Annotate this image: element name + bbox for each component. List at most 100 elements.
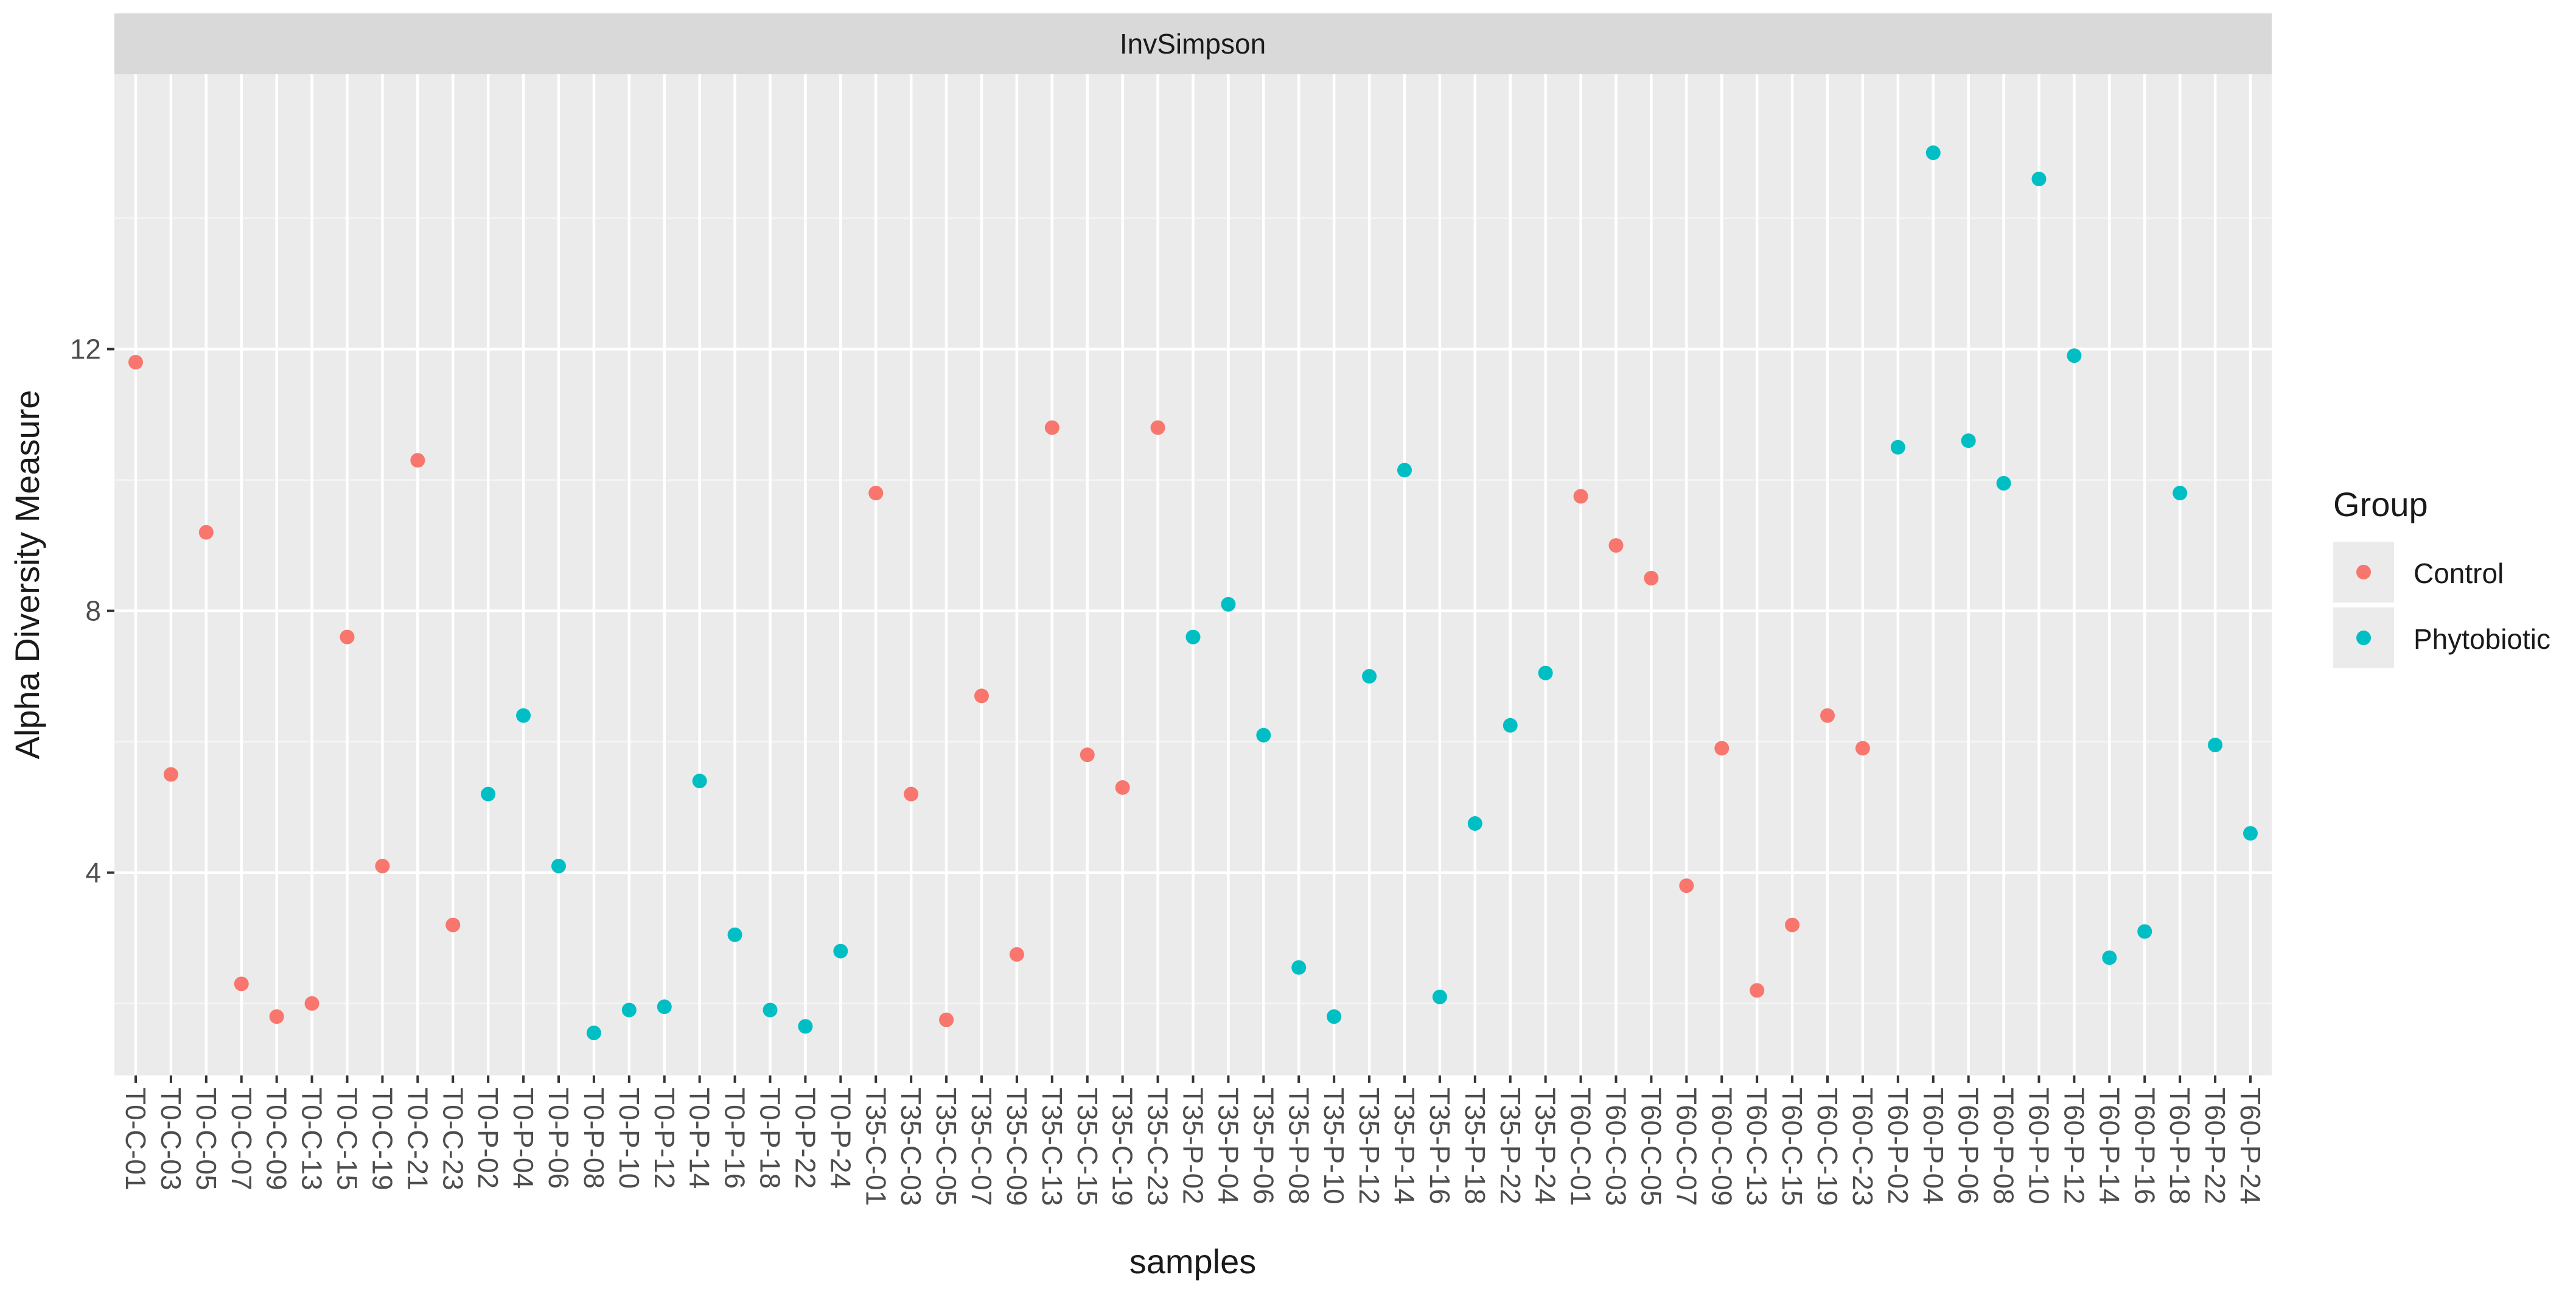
data-point-phytobiotic bbox=[1397, 463, 1412, 478]
data-points bbox=[128, 145, 2258, 1041]
data-point-phytobiotic bbox=[481, 786, 496, 802]
x-tick-label: T35-P-06 bbox=[1248, 1088, 1279, 1204]
data-point-phytobiotic bbox=[1432, 989, 1447, 1004]
data-point-phytobiotic bbox=[586, 1026, 601, 1041]
y-tick-label: 4 bbox=[85, 857, 101, 889]
x-tick-label: T35-C-15 bbox=[1072, 1088, 1103, 1206]
x-tick-label: T60-P-22 bbox=[2199, 1088, 2231, 1204]
data-point-control bbox=[445, 917, 461, 932]
x-tick-label: T0-C-03 bbox=[155, 1088, 187, 1190]
x-tick-label: T60-C-03 bbox=[1600, 1088, 1632, 1206]
x-tick-label: T0-C-19 bbox=[366, 1088, 398, 1190]
data-point-phytobiotic bbox=[1362, 669, 1377, 684]
y-axis-ticks: 4 8 12 bbox=[70, 334, 114, 889]
data-point-control bbox=[340, 629, 355, 645]
x-tick-label: T0-C-21 bbox=[402, 1088, 433, 1190]
x-tick-label: T60-P-24 bbox=[2235, 1088, 2266, 1204]
data-point-phytobiotic bbox=[1890, 439, 1905, 455]
x-tick-label: T35-P-22 bbox=[1495, 1088, 1526, 1204]
x-tick-label: T0-P-02 bbox=[472, 1088, 504, 1189]
x-tick-label: T0-P-08 bbox=[578, 1088, 610, 1189]
data-point-phytobiotic bbox=[1291, 960, 1307, 975]
x-tick-label: T60-C-13 bbox=[1741, 1088, 1773, 1206]
data-point-control bbox=[1573, 489, 1588, 504]
data-point-control bbox=[375, 858, 390, 873]
x-tick-label: T0-P-18 bbox=[755, 1088, 786, 1189]
x-tick-label: T60-P-18 bbox=[2164, 1088, 2196, 1204]
x-tick-label: T60-P-14 bbox=[2093, 1088, 2125, 1204]
legend-dot-control bbox=[2356, 565, 2371, 579]
x-tick-label: T0-C-13 bbox=[296, 1088, 328, 1190]
y-tick-label: 8 bbox=[85, 595, 101, 627]
data-point-phytobiotic bbox=[798, 1019, 813, 1034]
x-tick-label: T35-C-19 bbox=[1107, 1088, 1139, 1206]
x-tick-label: T60-C-09 bbox=[1706, 1088, 1737, 1206]
data-point-control bbox=[939, 1012, 954, 1027]
data-point-phytobiotic bbox=[2208, 738, 2223, 753]
x-tick-label: T35-C-13 bbox=[1036, 1088, 1068, 1206]
data-point-phytobiotic bbox=[551, 858, 566, 873]
data-point-control bbox=[1820, 708, 1835, 723]
x-tick-label: T60-C-23 bbox=[1847, 1088, 1879, 1206]
x-tick-label: T60-P-08 bbox=[1988, 1088, 2020, 1204]
data-point-phytobiotic bbox=[2102, 950, 2117, 965]
x-tick-label: T60-C-05 bbox=[1635, 1088, 1667, 1206]
data-point-phytobiotic bbox=[2067, 348, 2082, 363]
data-point-phytobiotic bbox=[1925, 145, 1941, 161]
data-point-phytobiotic bbox=[2031, 172, 2047, 187]
x-tick-label: T35-C-07 bbox=[966, 1088, 997, 1206]
x-tick-label: T60-C-01 bbox=[1565, 1088, 1597, 1206]
x-tick-label: T60-P-16 bbox=[2129, 1088, 2160, 1204]
data-point-control bbox=[163, 767, 178, 782]
x-tick-label: T60-P-04 bbox=[1918, 1088, 1949, 1204]
data-point-control bbox=[1150, 420, 1165, 435]
x-tick-label: T60-P-02 bbox=[1882, 1088, 1914, 1204]
x-tick-label: T35-P-12 bbox=[1353, 1088, 1385, 1204]
y-tick-label: 12 bbox=[70, 334, 101, 365]
data-point-control bbox=[410, 453, 425, 468]
data-point-phytobiotic bbox=[1538, 665, 1553, 680]
y-axis-title: Alpha Diversity Measure bbox=[8, 390, 46, 760]
facet-strip bbox=[114, 13, 2272, 74]
data-point-phytobiotic bbox=[1256, 727, 1271, 743]
x-tick-label: T60-C-07 bbox=[1670, 1088, 1702, 1206]
x-axis-ticks: T0-C-01 T0-C-03 T0-C-05 T0-C-07 T0-C-09 T0-C-… bbox=[120, 1075, 2266, 1206]
x-tick-label: T35-C-03 bbox=[895, 1088, 927, 1206]
data-point-control bbox=[1714, 741, 1730, 756]
legend-label-control: Control bbox=[2414, 558, 2504, 589]
legend-title: Group bbox=[2333, 485, 2428, 523]
x-tick-label: T0-P-16 bbox=[719, 1088, 751, 1189]
x-tick-label: T0-C-01 bbox=[120, 1088, 152, 1190]
x-tick-label: T35-C-01 bbox=[860, 1088, 892, 1206]
data-point-control bbox=[1009, 947, 1024, 962]
x-tick-label: T0-P-22 bbox=[789, 1088, 821, 1189]
data-point-phytobiotic bbox=[1996, 475, 2011, 491]
x-tick-label: T35-P-08 bbox=[1283, 1088, 1314, 1204]
x-tick-label: T0-P-24 bbox=[825, 1088, 856, 1189]
x-tick-label: T60-P-12 bbox=[2058, 1088, 2090, 1204]
data-point-control bbox=[1115, 780, 1130, 795]
x-tick-label: T60-P-10 bbox=[2023, 1088, 2055, 1204]
data-point-control bbox=[128, 355, 143, 370]
x-tick-label: T0-P-06 bbox=[543, 1088, 574, 1189]
data-point-phytobiotic bbox=[1961, 433, 1976, 449]
x-tick-label: T0-P-10 bbox=[613, 1088, 645, 1189]
data-point-phytobiotic bbox=[2243, 826, 2258, 841]
data-point-phytobiotic bbox=[621, 1002, 637, 1018]
data-point-control bbox=[1750, 983, 1765, 998]
x-tick-label: T35-P-16 bbox=[1424, 1088, 1456, 1204]
data-point-control bbox=[1855, 741, 1870, 756]
x-tick-label: T35-C-09 bbox=[1001, 1088, 1033, 1206]
data-point-control bbox=[974, 688, 989, 704]
data-point-phytobiotic bbox=[2173, 486, 2188, 501]
x-tick-label: T0-P-04 bbox=[508, 1088, 539, 1189]
legend-dot-phytobiotic bbox=[2356, 631, 2371, 645]
data-point-control bbox=[1785, 917, 1800, 932]
data-point-control bbox=[1608, 538, 1624, 553]
x-tick-label: T0-C-23 bbox=[437, 1088, 469, 1190]
x-tick-label: T35-P-14 bbox=[1389, 1088, 1420, 1204]
x-tick-label: T0-C-07 bbox=[226, 1088, 257, 1190]
x-tick-label: T0-C-15 bbox=[332, 1088, 363, 1190]
data-point-phytobiotic bbox=[692, 774, 707, 789]
x-tick-label: T0-P-12 bbox=[649, 1088, 680, 1189]
